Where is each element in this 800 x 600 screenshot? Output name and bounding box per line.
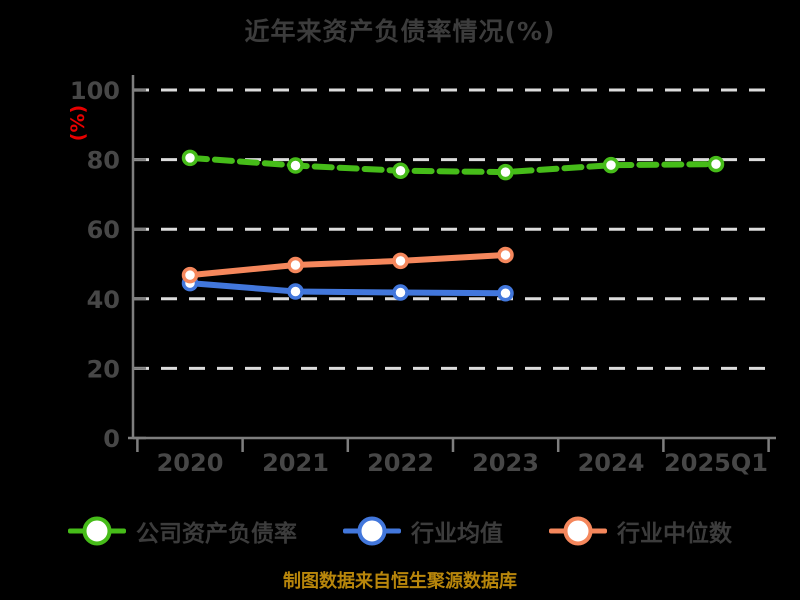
legend: 公司资产负债率 行业均值 行业中位数 bbox=[0, 514, 800, 548]
series-line-2 bbox=[187, 251, 509, 279]
source-note: 制图数据来自恒生聚源数据库 bbox=[283, 571, 517, 592]
data-point-series-0 bbox=[707, 155, 725, 173]
data-point-series-1 bbox=[497, 284, 514, 302]
data-point-series-2 bbox=[497, 246, 514, 264]
data-point-series-1 bbox=[392, 284, 409, 301]
data-point-series-0 bbox=[287, 157, 304, 174]
y-tick-label-100: 100 bbox=[70, 77, 120, 105]
legend-item-industry-median: 行业中位数 bbox=[549, 514, 732, 548]
x-tick-label-2020: 2020 bbox=[157, 449, 224, 477]
legend-marker-orange-circle-icon bbox=[549, 516, 607, 546]
x-tick-label-2023: 2023 bbox=[472, 449, 539, 477]
x-tick-label-2021: 2021 bbox=[262, 449, 329, 477]
y-tick-label-0: 0 bbox=[103, 425, 120, 453]
legend-circle-swatch bbox=[563, 516, 593, 546]
legend-label-industry-median: 行业中位数 bbox=[617, 521, 732, 547]
x-tick-label-2025Q1: 2025Q1 bbox=[664, 449, 768, 477]
x-tick-label-2024: 2024 bbox=[578, 449, 645, 477]
legend-label-company-ratio: 公司资产负债率 bbox=[136, 521, 297, 547]
y-tick-label-60: 60 bbox=[87, 216, 120, 244]
chart-title: 近年来资产负债率情况(%) bbox=[244, 17, 556, 46]
data-point-series-0 bbox=[602, 156, 620, 174]
legend-label-industry-mean: 行业均值 bbox=[411, 521, 503, 547]
series-line-1 bbox=[187, 280, 509, 297]
legend-marker-green-circle-icon bbox=[68, 516, 126, 546]
data-point-series-1 bbox=[287, 283, 304, 300]
x-tick-label-2022: 2022 bbox=[367, 449, 434, 477]
data-point-series-0 bbox=[497, 163, 514, 181]
data-point-series-2 bbox=[287, 256, 304, 274]
y-tick-label-80: 80 bbox=[87, 147, 120, 175]
series-line-0 bbox=[187, 154, 719, 176]
legend-item-company-ratio: 公司资产负债率 bbox=[68, 514, 297, 548]
legend-marker-blue-circle-icon bbox=[343, 516, 401, 546]
data-point-series-2 bbox=[181, 266, 199, 284]
data-point-series-0 bbox=[181, 149, 199, 167]
y-tick-label-40: 40 bbox=[87, 286, 120, 314]
legend-circle-swatch bbox=[357, 516, 387, 546]
legend-item-industry-mean: 行业均值 bbox=[343, 514, 503, 548]
legend-circle-swatch bbox=[82, 516, 112, 546]
data-point-series-2 bbox=[392, 252, 409, 270]
y-tick-label-20: 20 bbox=[87, 355, 120, 383]
data-point-series-0 bbox=[392, 162, 409, 179]
